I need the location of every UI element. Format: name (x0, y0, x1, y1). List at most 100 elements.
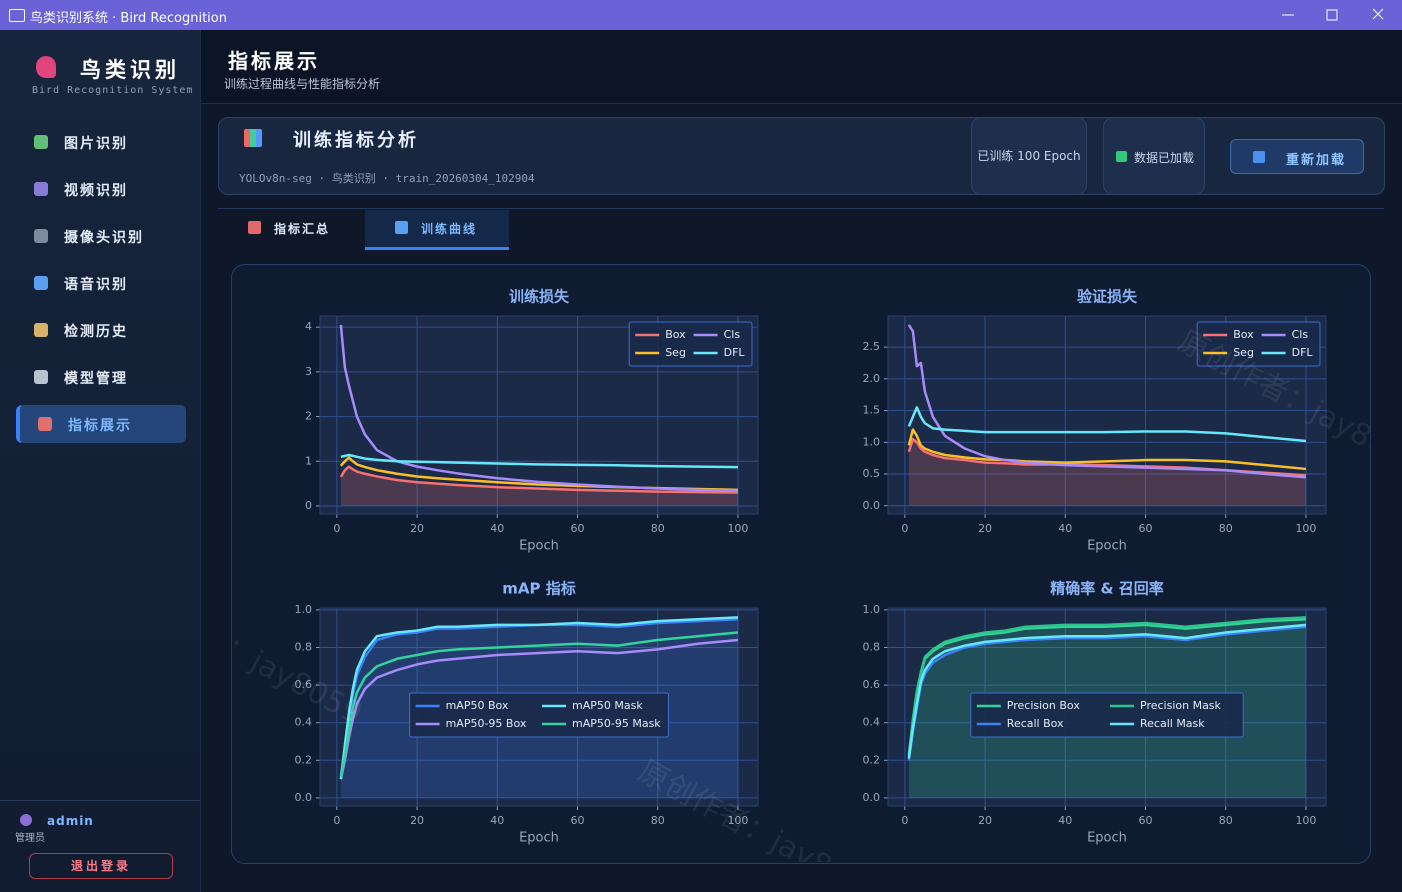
series-line (340, 453, 738, 469)
x-tick-label: 60 (571, 522, 585, 535)
nav-label: 检测历史 (64, 324, 128, 340)
x-tick-label: 40 (490, 522, 504, 535)
title-bar: 鸟类识别系统 · Bird Recognition (0, 0, 1402, 30)
y-tick-label: 0 (305, 499, 312, 512)
legend-box (1196, 321, 1321, 367)
nav-item[interactable]: 图片识别 (16, 123, 186, 161)
user-icon (20, 814, 32, 826)
tab[interactable]: 训练曲线 (365, 210, 509, 250)
legend-label: Box (1233, 328, 1254, 341)
y-tick-label: 0.4 (295, 716, 313, 729)
nav-icon (38, 417, 52, 431)
x-tick-label: 60 (1139, 522, 1153, 535)
area-fill (908, 439, 1306, 506)
chart-title: mAP 指标 (502, 580, 575, 598)
y-tick-label: 0.0 (295, 791, 313, 804)
brand-title: 鸟类识别 (80, 57, 180, 82)
series-line (907, 324, 1307, 479)
legend-label: Recall Mask (1140, 717, 1205, 730)
series-line (907, 623, 1307, 759)
watermark: 原创作者：jay8059 (632, 754, 888, 862)
series-line (339, 638, 739, 780)
chart-title: 精确率 & 召回率 (1050, 580, 1164, 598)
legend-label: Seg (1233, 346, 1254, 359)
chart-title: 训练损失 (509, 288, 570, 306)
nav-label: 语音识别 (64, 277, 128, 293)
x-axis-label: Epoch (519, 539, 559, 554)
card-icon (244, 129, 262, 147)
y-tick-label: 2.5 (863, 340, 881, 353)
x-tick-label: 0 (333, 814, 340, 827)
nav-label: 指标展示 (68, 418, 132, 434)
y-tick-label: 1 (305, 454, 312, 467)
reload-icon (1253, 151, 1265, 163)
legend-label: Cls (724, 328, 741, 341)
y-tick-label: 2.0 (863, 372, 881, 385)
series-line (339, 631, 739, 778)
y-tick-label: 0.2 (863, 753, 881, 766)
window-title: 鸟类识别系统 · Bird Recognition (30, 11, 227, 26)
logout-button[interactable]: 退出登录 (29, 853, 173, 879)
series-line (907, 406, 1307, 443)
brand-subtitle: Bird Recognition System (32, 85, 194, 96)
user-name: admin (47, 814, 94, 828)
nav-item[interactable]: 检测历史 (16, 311, 186, 349)
legend-label: mAP50 Mask (572, 699, 643, 712)
app-icon (9, 9, 25, 22)
series-line (339, 324, 738, 493)
y-tick-label: 2 (305, 410, 312, 423)
maximize-button[interactable] (1326, 9, 1338, 21)
brand-logo (36, 56, 56, 78)
reload-label: 重新加载 (1286, 153, 1347, 168)
y-tick-label: 0.5 (863, 467, 881, 480)
x-tick-label: 20 (410, 522, 424, 535)
nav-item[interactable]: 模型管理 (16, 358, 186, 396)
legend-label: Seg (665, 346, 686, 359)
nav-item[interactable]: 视频识别 (16, 170, 186, 208)
reload-button[interactable]: 重新加载 (1230, 139, 1364, 174)
y-tick-label: 0.2 (295, 753, 313, 766)
y-tick-label: 1.0 (863, 435, 881, 448)
y-tick-label: 0.6 (863, 678, 881, 691)
x-tick-label: 0 (901, 814, 908, 827)
nav-item[interactable]: 指标展示 (16, 405, 186, 443)
x-tick-label: 80 (1219, 522, 1233, 535)
legend-label: Precision Box (1007, 699, 1081, 712)
x-tick-label: 0 (901, 522, 908, 535)
nav-label: 视频识别 (64, 183, 128, 199)
plot-frame (887, 607, 1327, 807)
x-tick-label: 100 (727, 522, 748, 535)
nav-item[interactable]: 摄像头识别 (16, 217, 186, 255)
user-role: 管理员 (15, 833, 45, 844)
y-tick-label: 4 (305, 320, 312, 333)
divider (218, 208, 1384, 209)
tab[interactable]: 指标汇总 (218, 210, 365, 247)
plot-frame (319, 315, 759, 515)
plot-frame (887, 315, 1327, 515)
nav-label: 摄像头识别 (64, 230, 144, 246)
series-line (907, 428, 1307, 471)
y-tick-label: 0.6 (295, 678, 313, 691)
nav-icon (34, 276, 48, 290)
sidebar: 鸟类识别 Bird Recognition System 图片识别视频识别摄像头… (0, 30, 201, 892)
series-line (907, 616, 1307, 755)
nav-icon (34, 323, 48, 337)
nav-icon (34, 370, 48, 384)
nav-label: 模型管理 (64, 371, 128, 387)
nav-item[interactable]: 语音识别 (16, 264, 186, 302)
y-tick-label: 0.0 (863, 499, 881, 512)
x-tick-label: 40 (490, 814, 504, 827)
nav-icon (34, 229, 48, 243)
x-tick-label: 40 (1058, 522, 1072, 535)
tab-label: 指标汇总 (274, 222, 331, 236)
x-tick-label: 100 (1295, 522, 1316, 535)
plot-frame (319, 607, 759, 807)
info-card: 训练指标分析 YOLOv8n-seg · 鸟类识别 · train_202603… (218, 117, 1385, 195)
x-tick-label: 100 (727, 814, 748, 827)
close-button[interactable] (1372, 8, 1384, 20)
nav-icon (34, 182, 48, 196)
y-tick-label: 3 (305, 365, 312, 378)
y-tick-label: 0.8 (863, 640, 881, 653)
card-title: 训练指标分析 (293, 130, 419, 151)
